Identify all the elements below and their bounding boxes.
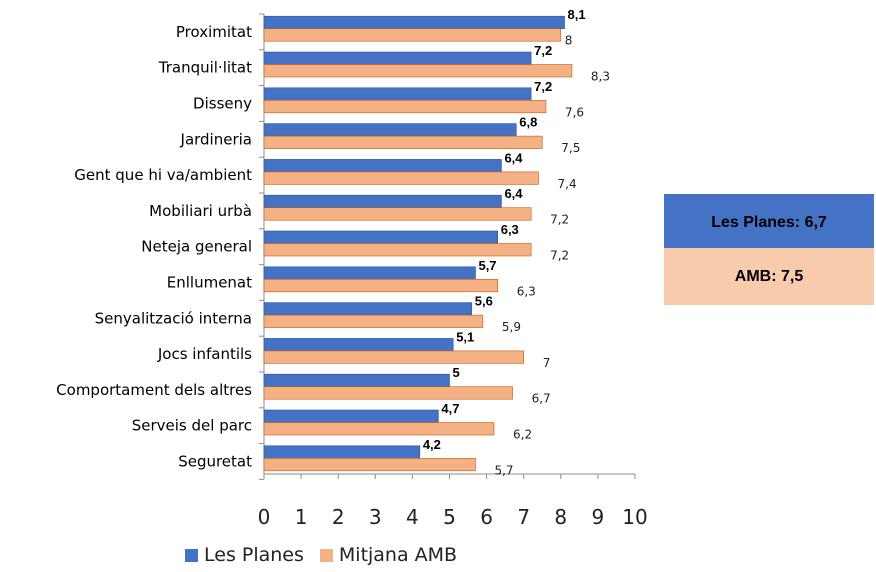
x-tick-label: 3 <box>369 505 382 529</box>
data-label-les-planes: 7,2 <box>534 43 552 58</box>
data-label-les-planes: 7,2 <box>534 79 552 94</box>
category-label: Jardineria <box>180 130 252 148</box>
data-label-mitjana-amb: 8 <box>565 34 573 48</box>
data-label-les-planes: 4,2 <box>423 437 441 452</box>
bar-mitjana-amb <box>263 314 484 328</box>
data-label-mitjana-amb: 6,2 <box>513 428 532 442</box>
data-label-mitjana-amb: 7 <box>543 356 551 370</box>
category-label: Serveis del parc <box>132 417 252 435</box>
category-label: Jocs infantils <box>157 345 252 363</box>
data-label-les-planes: 5 <box>453 365 460 380</box>
bar-les-planes <box>263 230 499 244</box>
bar-mitjana-amb <box>263 243 532 257</box>
data-label-les-planes: 5,6 <box>475 294 493 309</box>
legend-swatch-mitjana-amb <box>319 548 333 562</box>
summary-les-planes: Les Planes: 6,7 <box>664 194 874 251</box>
x-tick-label: 7 <box>517 505 530 529</box>
bar-mitjana-amb <box>263 171 539 185</box>
data-label-mitjana-amb: 7,5 <box>561 141 580 155</box>
summary-amb: AMB: 7,5 <box>664 248 874 305</box>
bar-mitjana-amb <box>263 457 476 472</box>
data-label-mitjana-amb: 5,9 <box>502 320 521 334</box>
legend-label-mitjana-amb: Mitjana AMB <box>338 544 458 566</box>
x-tick-label: 2 <box>332 505 345 529</box>
bar-les-planes <box>263 123 517 137</box>
category-label: Enllumenat <box>167 274 252 292</box>
data-label-les-planes: 5,1 <box>456 329 474 344</box>
x-tick-label: 4 <box>406 505 419 529</box>
bar-les-planes <box>263 409 439 423</box>
category-label: Senyalització interna <box>95 309 252 327</box>
data-label-les-planes: 8,1 <box>568 7 586 22</box>
x-tick-label: 1 <box>295 505 308 529</box>
x-tick-label: 9 <box>592 505 605 529</box>
data-label-mitjana-amb: 6,3 <box>517 284 536 298</box>
bar-les-planes <box>263 445 421 459</box>
data-label-mitjana-amb: 5,7 <box>494 463 513 477</box>
data-label-les-planes: 5,7 <box>478 258 496 273</box>
bar-mitjana-amb <box>263 350 525 364</box>
bar-les-planes <box>263 51 532 65</box>
x-tick-label: 6 <box>480 505 493 529</box>
category-label: Tranquil·litat <box>158 59 252 77</box>
data-label-mitjana-amb: 7,2 <box>550 249 569 263</box>
x-tick-label: 0 <box>258 505 271 529</box>
bar-mitjana-amb <box>263 207 532 221</box>
category-label: Gent que hi va/ambient <box>74 166 252 184</box>
bar-les-planes <box>263 302 473 316</box>
bar-les-planes <box>263 338 454 352</box>
bar-mitjana-amb <box>263 422 495 436</box>
legend-item-mitjana-amb: Mitjana AMB <box>319 544 458 566</box>
data-label-les-planes: 6,4 <box>504 186 523 201</box>
category-label: Disseny <box>193 95 252 113</box>
data-label-mitjana-amb: 7,2 <box>550 213 569 227</box>
bar-mitjana-amb <box>263 28 562 42</box>
bar-les-planes <box>263 373 450 388</box>
bar-les-planes <box>263 266 476 280</box>
bar-mitjana-amb <box>263 100 547 114</box>
data-label-mitjana-amb: 8,3 <box>591 70 610 84</box>
category-label: Comportament dels altres <box>56 381 252 399</box>
data-label-les-planes: 6,4 <box>504 150 523 165</box>
legend: Les Planes Mitjana AMB <box>185 544 473 566</box>
legend-item-les-planes: Les Planes <box>185 544 304 566</box>
data-label-mitjana-amb: 7,4 <box>558 177 577 191</box>
bar-les-planes <box>263 15 565 30</box>
category-label: Mobiliari urbà <box>149 202 252 220</box>
data-label-les-planes: 6,3 <box>501 222 519 237</box>
x-tick-label: 10 <box>622 505 647 529</box>
legend-swatch-les-planes <box>185 548 198 562</box>
bar-mitjana-amb <box>263 135 543 149</box>
x-tick-label: 5 <box>443 505 456 529</box>
category-label: Neteja general <box>141 238 252 256</box>
category-label: Seguretat <box>178 453 252 471</box>
data-label-mitjana-amb: 6,7 <box>532 392 551 406</box>
legend-label-les-planes: Les Planes <box>204 544 304 566</box>
bar-les-planes <box>263 194 502 208</box>
data-label-mitjana-amb: 7,6 <box>565 105 584 119</box>
data-label-les-planes: 4,7 <box>441 401 459 416</box>
bar-mitjana-amb <box>263 386 513 400</box>
category-label: Proximitat <box>176 23 252 41</box>
bar-mitjana-amb <box>263 278 499 293</box>
data-label-les-planes: 6,8 <box>519 115 537 130</box>
bar-les-planes <box>263 159 502 173</box>
bar-mitjana-amb <box>263 64 573 78</box>
bar-les-planes <box>263 87 532 101</box>
x-tick-label: 8 <box>554 505 567 529</box>
